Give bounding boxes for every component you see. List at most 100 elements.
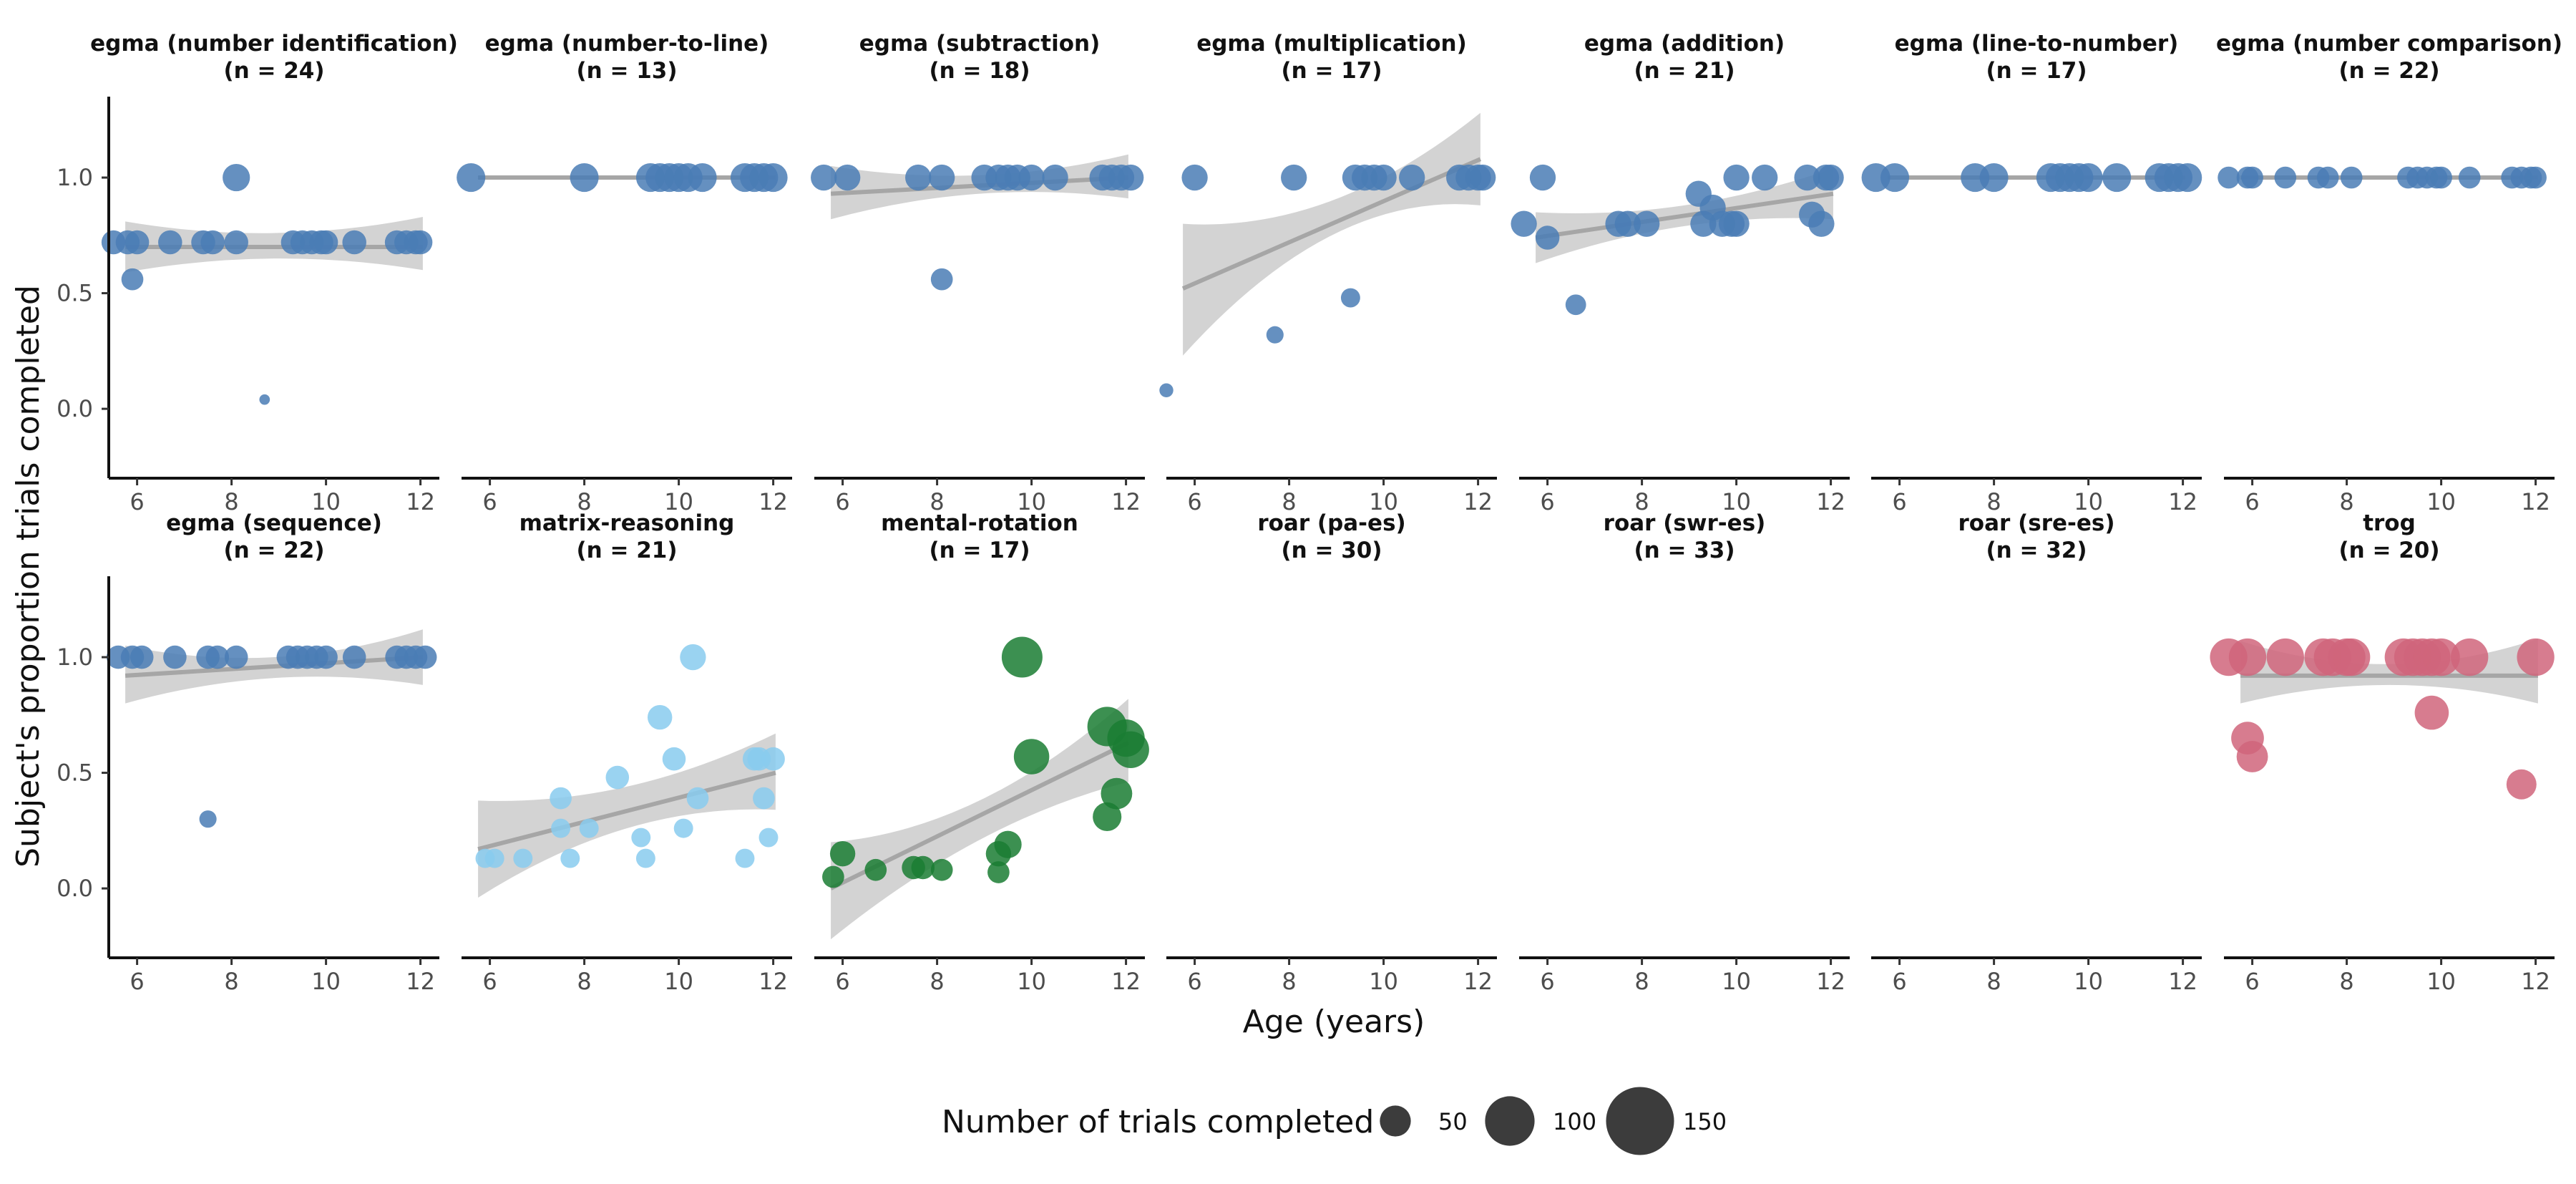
x-tick-label: 10 (2074, 488, 2103, 515)
data-point (686, 787, 709, 810)
panel-n-label: (n = 24) (223, 58, 324, 84)
data-point (662, 747, 686, 771)
panel: egma (addition)(n = 21) 6 8 10 12 (1511, 31, 1850, 515)
x-tick-label: 10 (2426, 488, 2456, 515)
trend-line (1181, 157, 1482, 291)
data-point (1281, 164, 1307, 191)
confidence-band (2240, 639, 2538, 704)
panel-n-label: (n = 18) (929, 58, 1030, 84)
data-point (635, 848, 655, 868)
data-point (2506, 769, 2537, 800)
data-point (163, 645, 187, 669)
legend-key-label: 100 (1553, 1108, 1596, 1135)
panel: mental-rotation(n = 17) 6 8 10 12 (814, 510, 1149, 995)
panel: roar (pa-es)(n = 30) 6 8 10 12 (1166, 510, 1497, 995)
x-tick-label: 12 (2168, 968, 2197, 995)
x-tick-label: 8 (224, 488, 238, 515)
data-point (930, 268, 953, 291)
y-axis-title: Subject's proportion trials completed (10, 285, 47, 868)
y-tick-label: 0.5 (57, 280, 93, 307)
data-point (579, 818, 599, 838)
data-point (200, 230, 225, 255)
x-tick-label: 10 (1369, 968, 1398, 995)
x-tick-label: 6 (1540, 968, 1554, 995)
data-point (550, 787, 572, 810)
data-point (864, 858, 887, 881)
legend-key-circle (1606, 1087, 1674, 1155)
data-point (1266, 326, 1284, 344)
data-point (551, 818, 571, 838)
x-tick-label: 8 (224, 968, 238, 995)
trend-line (125, 655, 424, 678)
data-point (513, 848, 533, 868)
panel: roar (swr-es)(n = 33) 6 8 10 12 (1519, 510, 1850, 995)
x-tick-label: 12 (2521, 488, 2550, 515)
x-tick-label: 8 (577, 968, 591, 995)
x-tick-label: 10 (1017, 968, 1046, 995)
data-point (673, 818, 693, 838)
legend-key-label: 50 (1438, 1108, 1468, 1135)
data-point (1614, 210, 1641, 237)
panels: egma (number identification)(n = 24) 6 8 10… (57, 31, 2562, 995)
data-point (1018, 164, 1045, 191)
x-tick-label: 10 (1722, 488, 1751, 515)
panel: egma (number-to-line)(n = 13) 6 8 10 12 (457, 31, 792, 515)
x-tick-label: 8 (1634, 488, 1649, 515)
data-point (834, 164, 861, 191)
panel-n-label: (n = 32) (1986, 538, 2087, 563)
x-tick-label: 6 (835, 968, 849, 995)
legend-key-circle (1380, 1105, 1411, 1137)
panel-title: egma (subtraction) (859, 31, 1101, 57)
data-point (1101, 777, 1133, 810)
data-point (1634, 210, 1660, 237)
x-tick-label: 8 (1986, 968, 2001, 995)
trend-line (477, 770, 776, 852)
data-point (1529, 164, 1556, 191)
panel-title: egma (line-to-number) (1895, 31, 2179, 57)
x-tick-label: 10 (2074, 968, 2103, 995)
data-point (2173, 163, 2202, 193)
panel: egma (number comparison)(n = 22) 6 8 10 12 (2216, 31, 2562, 515)
legend-title: Number of trials completed (942, 1104, 1374, 1140)
data-point (570, 163, 599, 193)
legend-key-circle (1485, 1096, 1535, 1146)
data-point (259, 394, 270, 405)
data-point (905, 164, 932, 191)
data-point (2316, 166, 2339, 189)
x-tick-label: 12 (406, 968, 435, 995)
data-point (1723, 164, 1750, 191)
data-point (2274, 166, 2297, 189)
panel-title: egma (addition) (1584, 31, 1785, 57)
x-tick-label: 10 (1369, 488, 1398, 515)
data-point (2074, 163, 2103, 193)
data-point (2458, 166, 2481, 189)
x-tick-label: 10 (664, 968, 693, 995)
data-point (342, 645, 366, 669)
data-point (1723, 210, 1750, 237)
panel-n-label: (n = 21) (1634, 58, 1735, 84)
data-point (2524, 166, 2547, 189)
x-tick-label: 12 (406, 488, 435, 515)
panel: egma (sequence)(n = 22) 6 8 10 12 0.0 0.5 1.0 (57, 510, 439, 995)
data-point (761, 747, 785, 771)
data-point (313, 230, 338, 255)
data-point (342, 230, 366, 255)
data-point (1159, 383, 1174, 397)
data-point (223, 163, 250, 192)
panel-n-label: (n = 22) (223, 538, 324, 563)
data-point (1093, 802, 1122, 831)
x-tick-label: 12 (1111, 968, 1141, 995)
data-point (811, 164, 837, 191)
panel-n-label: (n = 13) (576, 58, 677, 84)
data-point (631, 828, 651, 848)
data-point (2517, 638, 2555, 676)
x-tick-label: 8 (1634, 968, 1649, 995)
x-tick-label: 10 (2426, 968, 2456, 995)
data-point (1752, 164, 1778, 191)
x-tick-label: 12 (1463, 968, 1493, 995)
panel-title: egma (number comparison) (2216, 31, 2562, 57)
x-tick-label: 6 (1892, 968, 1906, 995)
x-tick-label: 8 (2339, 968, 2353, 995)
x-tick-label: 6 (482, 968, 497, 995)
